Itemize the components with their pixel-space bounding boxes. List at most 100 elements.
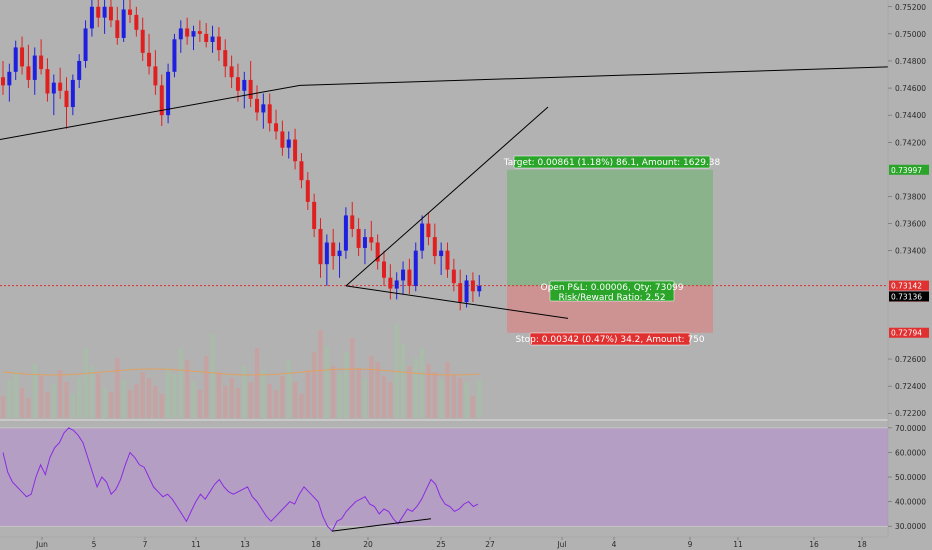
rsi-divergence-line[interactable] — [332, 518, 432, 532]
volume-bar — [362, 378, 368, 418]
volume-bar — [32, 364, 37, 418]
time-tick-label: 18 — [857, 540, 867, 549]
candle-body — [362, 237, 367, 248]
volume-bar — [400, 344, 406, 418]
candle-body — [7, 71, 12, 86]
volume-bar — [83, 348, 88, 418]
trendlines[interactable] — [0, 66, 889, 319]
volume-bar — [127, 390, 133, 418]
candle-body — [337, 250, 342, 257]
time-tick-label: 18 — [311, 540, 321, 549]
volume-bar — [38, 376, 44, 418]
candle-body — [356, 228, 361, 248]
price-axis[interactable]: 0.75200 0.75000 0.74800 0.74600 0.74400 0.742… — [888, 3, 926, 418]
candle-body — [331, 242, 336, 257]
target-label[interactable]: Target: 0.00861 (1.18%) 86.1, Amount: 16… — [503, 155, 721, 169]
price-marker — [889, 291, 929, 302]
rsi-axis[interactable]: 70.0000 60.0000 50.0000 40.0000 30.0000 — [888, 424, 926, 531]
volume-bar — [280, 376, 285, 418]
candle-body — [45, 69, 50, 94]
volume-bar — [375, 362, 380, 418]
candle-body — [191, 31, 196, 37]
volume-bar — [235, 388, 241, 418]
open-pnl-label[interactable]: Open P&L: 0.00006, Qty: 73099 Risk/Rewar… — [541, 280, 684, 303]
price-pane[interactable]: Target: 0.00861 (1.18%) 86.1, Amount: 16… — [0, 0, 889, 420]
volume-moving-average — [2, 368, 480, 376]
candle-body — [426, 223, 431, 238]
price-marker-label: 0.73142 — [891, 282, 922, 291]
candle-body — [58, 82, 63, 91]
candle-body — [89, 6, 94, 29]
rsi-tick-label: 70.0000 — [895, 424, 926, 433]
candle-body — [172, 39, 177, 72]
candle-body — [70, 79, 75, 108]
price-tick-label: 0.72400 — [895, 382, 926, 391]
open-pnl-text: Open P&L: 0.00006, Qty: 73099 — [541, 283, 684, 293]
volume-bar — [204, 356, 209, 418]
price-marker-label: 0.73136 — [891, 292, 922, 301]
volume-bar — [115, 358, 120, 418]
candle-body — [343, 215, 348, 251]
price-tick-label: 0.74400 — [895, 111, 926, 120]
volume-bar — [134, 384, 139, 418]
candle-body — [26, 66, 31, 80]
volume-bar — [89, 366, 95, 418]
volume-bar — [223, 386, 228, 418]
volume-bar — [419, 348, 425, 418]
rsi-pane[interactable] — [0, 427, 888, 532]
candle-body — [128, 9, 132, 15]
rsi-tick-label: 40.0000 — [895, 498, 926, 507]
trendline[interactable] — [0, 84, 301, 141]
candle-body — [413, 250, 418, 286]
stop-label-text: Stop: 0.00342 (0.47%) 34.2, Amount: 750 — [515, 335, 704, 345]
candle-body — [153, 66, 158, 86]
candle-body — [147, 52, 152, 67]
candle-body — [267, 104, 272, 124]
candle-body — [96, 6, 101, 18]
trendline[interactable] — [345, 106, 549, 287]
volume-bar — [432, 372, 437, 418]
price-tick-label: 0.74200 — [895, 138, 926, 147]
trendline-extension[interactable] — [299, 66, 889, 86]
candle-body — [470, 280, 475, 292]
candle-body — [64, 90, 69, 108]
price-marker-label: 0.73997 — [891, 166, 922, 175]
rsi-tick-label: 30.0000 — [895, 522, 926, 531]
volume-bar — [96, 374, 101, 418]
trendline[interactable] — [345, 285, 569, 319]
candle-body — [159, 85, 164, 116]
candle-body — [255, 98, 259, 113]
volume-bar — [292, 382, 298, 418]
price-marker-label: 0.72794 — [891, 329, 922, 338]
volume-bar — [261, 370, 266, 418]
volume-bar — [273, 390, 279, 418]
candle-body — [350, 215, 355, 229]
volume-bar — [438, 380, 444, 418]
candle-body — [77, 60, 82, 80]
price-marker — [889, 164, 929, 175]
time-tick-label: 20 — [363, 540, 373, 549]
candle-body — [451, 269, 456, 284]
time-tick-label: 4 — [612, 540, 617, 549]
stop-label[interactable]: Stop: 0.00342 (0.47%) 34.2, Amount: 750 — [515, 332, 705, 346]
volume-bar — [331, 366, 336, 418]
volume-bar — [121, 380, 126, 418]
price-pane-background — [0, 0, 888, 420]
volume-bar — [413, 358, 418, 418]
volume-bar — [458, 378, 463, 418]
candle-body — [375, 242, 380, 262]
price-tick-label: 0.73400 — [895, 247, 926, 256]
volume-bar — [311, 352, 317, 418]
volume-bar — [286, 360, 291, 418]
candle-body — [185, 28, 190, 37]
volume-bar — [77, 378, 82, 418]
volume-bar — [407, 366, 412, 418]
time-axis[interactable]: Jun 5 7 11 13 18 20 25 27 Jul 4 9 11 16 18 — [35, 537, 867, 549]
volume-bar — [229, 378, 234, 418]
candle-body — [223, 50, 228, 67]
candle-body — [134, 14, 139, 30]
candle-body — [13, 47, 18, 72]
target-zone[interactable] — [507, 169, 713, 286]
time-tick-label: 16 — [809, 540, 819, 549]
